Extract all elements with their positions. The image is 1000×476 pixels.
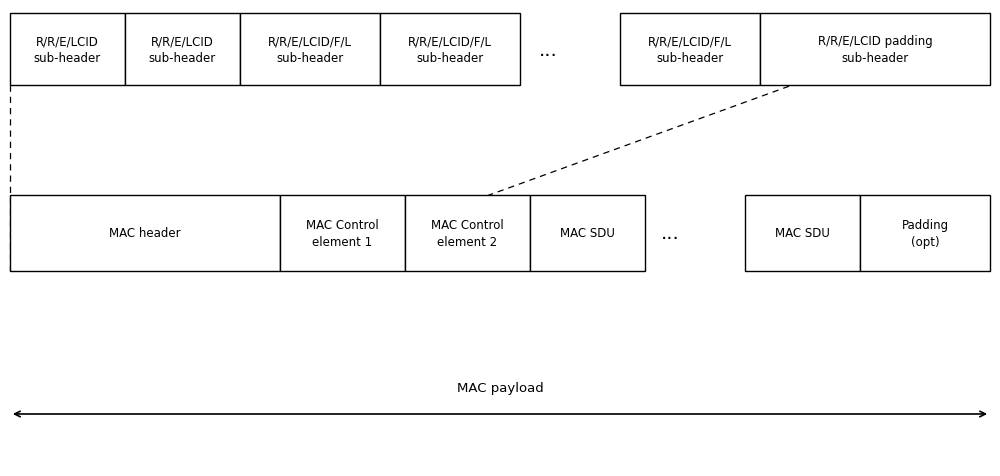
Text: R/R/E/LCID padding
sub-header: R/R/E/LCID padding sub-header [818,35,932,65]
Text: R/R/E/LCID/F/L
sub-header: R/R/E/LCID/F/L sub-header [408,35,492,65]
FancyBboxPatch shape [745,195,860,271]
Text: MAC SDU: MAC SDU [775,227,830,240]
FancyBboxPatch shape [860,195,990,271]
FancyBboxPatch shape [280,195,405,271]
FancyBboxPatch shape [125,14,240,86]
Text: ...: ... [539,40,557,60]
Text: MAC payload: MAC payload [457,381,543,395]
Text: MAC Control
element 1: MAC Control element 1 [306,218,379,248]
Text: R/R/E/LCID
sub-header: R/R/E/LCID sub-header [149,35,216,65]
FancyBboxPatch shape [760,14,990,86]
Text: MAC Control
element 2: MAC Control element 2 [431,218,504,248]
FancyBboxPatch shape [405,195,530,271]
Text: R/R/E/LCID/F/L
sub-header: R/R/E/LCID/F/L sub-header [268,35,352,65]
FancyBboxPatch shape [10,195,280,271]
Text: R/R/E/LCID/F/L
sub-header: R/R/E/LCID/F/L sub-header [648,35,732,65]
Text: ...: ... [661,224,679,243]
FancyBboxPatch shape [620,14,760,86]
FancyBboxPatch shape [380,14,520,86]
Text: MAC header: MAC header [109,227,181,240]
Text: R/R/E/LCID
sub-header: R/R/E/LCID sub-header [34,35,101,65]
Text: MAC SDU: MAC SDU [560,227,615,240]
FancyBboxPatch shape [10,14,125,86]
Text: Padding
(opt): Padding (opt) [901,218,949,248]
FancyBboxPatch shape [240,14,380,86]
FancyBboxPatch shape [530,195,645,271]
